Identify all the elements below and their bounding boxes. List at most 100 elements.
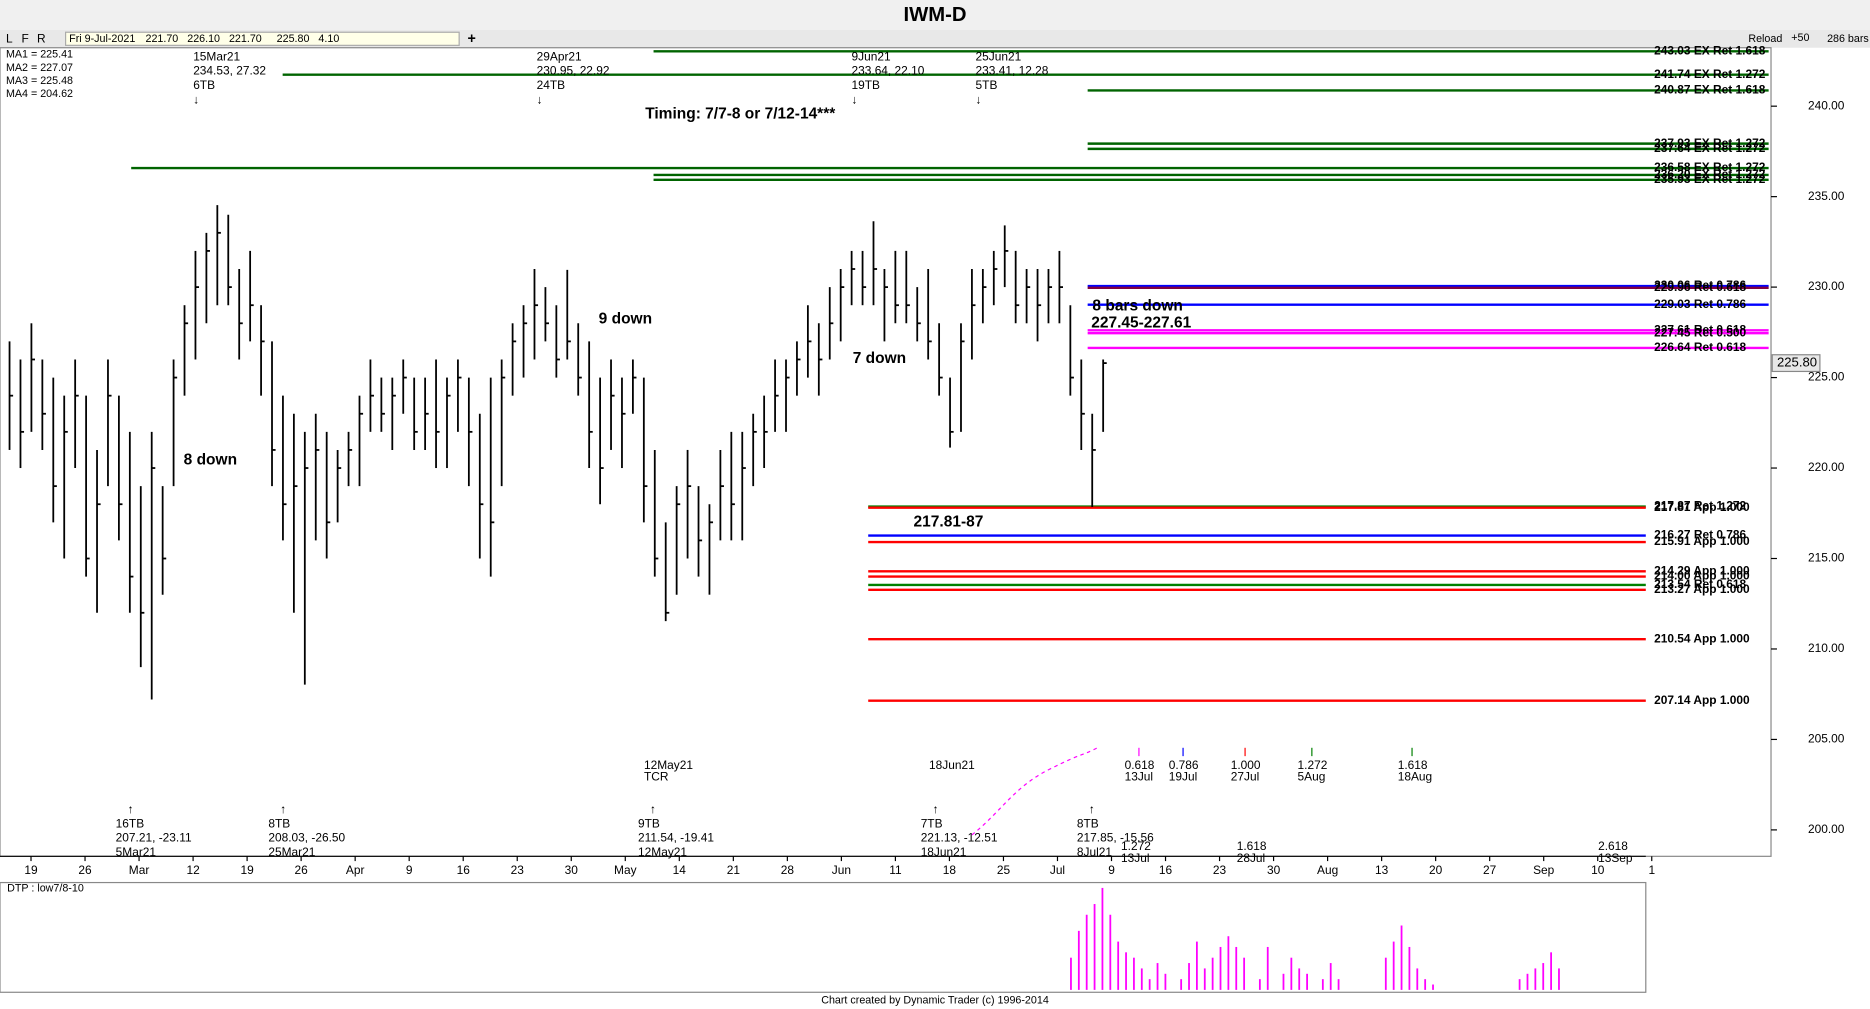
swing-low-label: 8TB — [268, 816, 290, 830]
ma-legend: MA1 = 225.41 — [6, 49, 73, 61]
header-low: 221.70 — [229, 33, 262, 45]
swing-low-label: 8Jul21 — [1077, 845, 1112, 859]
header-box — [64, 31, 460, 46]
x-tick-label: 18 — [943, 863, 957, 877]
toolbar-button[interactable]: R — [37, 32, 46, 46]
y-tick-label: 230.00 — [1808, 279, 1845, 293]
swing-high-label: 19TB — [852, 78, 881, 92]
x-tick-label: 26 — [295, 863, 309, 877]
level-label: 240.87 EX Ret 1.618 — [1654, 83, 1766, 97]
x-tick-label: 9 — [1108, 863, 1115, 877]
toolbar-button[interactable]: F — [21, 32, 28, 46]
swing-low-label: ↑ — [128, 802, 134, 816]
header-date: Fri 9-Jul-2021 — [69, 33, 135, 45]
swing-low-label: 7TB — [921, 816, 943, 830]
reload-button[interactable]: Reload — [1748, 33, 1782, 45]
swing-low-label: 8TB — [1077, 816, 1099, 830]
swing-low-label: ↑ — [933, 802, 939, 816]
level-label: 213.27 App 1.000 — [1654, 582, 1750, 596]
x-tick-label: 12 — [186, 863, 200, 877]
swing-high-label: 233.64, 22.10 — [852, 64, 925, 78]
swing-low-label: 9TB — [638, 816, 660, 830]
window-title: IWM-D — [903, 4, 966, 26]
swing-low-label: 221.13, -12.51 — [921, 831, 998, 845]
time-date: 27Jul — [1231, 770, 1259, 784]
title-bar — [0, 0, 1870, 30]
x-tick-label: 23 — [511, 863, 525, 877]
x-tick-label: Mar — [129, 863, 150, 877]
header-high: 226.10 — [187, 33, 220, 45]
swing-high-label: ↓ — [976, 92, 982, 106]
header-change: 4.10 — [318, 33, 339, 45]
swing-low-label: 16TB — [116, 816, 145, 830]
note: 7 down — [853, 350, 906, 367]
swing-low-label: 217.85, -15.56 — [1077, 831, 1154, 845]
time-date: 5Aug — [1298, 770, 1326, 784]
level-label: 213.54 Ret 0.618 — [1654, 577, 1746, 591]
y-tick-label: 210.00 — [1808, 641, 1845, 655]
last-price-label: 225.80 — [1777, 355, 1817, 370]
dtp-label: DTP : low7/8-10 — [7, 882, 84, 894]
level-label: 210.54 App 1.000 — [1654, 631, 1750, 645]
x-tick-label: Jul — [1050, 863, 1065, 877]
level-label: 217.87 Ret 1.272 — [1654, 499, 1746, 513]
x-tick-label: 30 — [1267, 863, 1281, 877]
time-ratio-low: 1.272 — [1121, 839, 1151, 853]
note: 8 down — [184, 451, 237, 468]
swing-low-label: ↑ — [650, 802, 656, 816]
x-tick-label: Apr — [346, 863, 365, 877]
header-close: 225.80 — [277, 33, 310, 45]
add-button[interactable]: + — [468, 31, 476, 47]
time-date: 19Jul — [1169, 770, 1197, 784]
swing-high-label: 5TB — [976, 78, 998, 92]
swing-low-label: 25Mar21 — [268, 845, 315, 859]
time-ratio-low: 1.618 — [1237, 839, 1267, 853]
y-tick-label: 225.00 — [1808, 370, 1845, 384]
swing-low-label: 211.54, -19.41 — [638, 831, 714, 845]
swing-low-label: 207.21, -23.11 — [116, 831, 192, 845]
x-tick-label: 19 — [240, 863, 254, 877]
x-tick-label: 16 — [457, 863, 471, 877]
toolbar-button[interactable]: L — [6, 32, 13, 46]
level-label: 241.74 EX Ret 1.272 — [1654, 67, 1766, 81]
y-tick-label: 220.00 — [1808, 460, 1845, 474]
swing-high-label: 25Jun21 — [976, 49, 1022, 63]
swing-high-label: ↓ — [537, 92, 543, 106]
level-label: 229.96 Ret 0.618 — [1654, 280, 1746, 294]
y-tick-label: 200.00 — [1808, 822, 1845, 836]
swing-low-label: ↑ — [280, 802, 286, 816]
level-label: 229.03 Ret 0.786 — [1654, 297, 1746, 311]
x-tick-label: Aug — [1317, 863, 1338, 877]
time-date-low: 13Jul — [1121, 851, 1149, 865]
time-ratio: 1.272 — [1298, 758, 1328, 772]
x-tick-label: 11 — [889, 863, 902, 877]
ma-legend: MA4 = 204.62 — [6, 88, 73, 100]
level-label: 216.27 Ret 0.786 — [1654, 528, 1746, 542]
level-label: 214.29 App 1.000 — [1654, 564, 1750, 578]
time-date-low: 28Jul — [1237, 851, 1265, 865]
swing-high-label: ↓ — [852, 92, 858, 106]
x-tick-label: Jun — [832, 863, 851, 877]
swing-low-label: 12May21 — [638, 845, 687, 859]
x-tick-label: 19 — [24, 863, 38, 877]
swing-high-label: 233.41, 12.28 — [976, 64, 1049, 78]
swing-high-label: 9Jun21 — [852, 49, 891, 63]
time-date: 18Aug — [1398, 770, 1432, 784]
x-tick-label: 14 — [673, 863, 687, 877]
time-ratio: 1.618 — [1398, 758, 1428, 772]
marker-label: TCR — [644, 770, 669, 784]
x-tick-label: 28 — [781, 863, 795, 877]
swing-high-label: 15Mar21 — [193, 49, 240, 63]
time-ratio: 0.786 — [1169, 758, 1199, 772]
x-tick-label: May — [614, 863, 637, 877]
bar-count: 286 bars — [1827, 33, 1869, 45]
x-tick-label: 30 — [565, 863, 579, 877]
x-tick-label: 1 — [1648, 863, 1655, 877]
swing-low-label: 208.03, -26.50 — [268, 831, 345, 845]
footer: Chart created by Dynamic Trader (c) 1996… — [821, 994, 1049, 1006]
header-open: 221.70 — [145, 33, 178, 45]
level-label: 215.91 App 1.000 — [1654, 534, 1750, 548]
level-label: 236.58 EX Ret 1.272 — [1654, 160, 1766, 174]
swing-high-label: 29Apr21 — [537, 49, 582, 63]
